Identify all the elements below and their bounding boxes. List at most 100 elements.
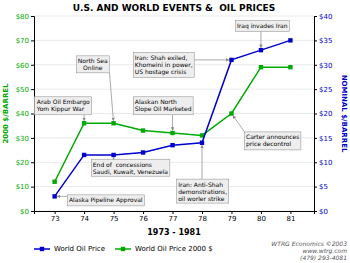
tick-label: $80 bbox=[16, 13, 29, 21]
tick: 81 bbox=[286, 211, 295, 223]
series-layer bbox=[52, 38, 292, 198]
tick-mark bbox=[314, 162, 317, 163]
legend-label: World Oil Price 2000 $ bbox=[135, 245, 213, 253]
annotation-box bbox=[76, 56, 109, 73]
annotation-text: Iraq invades Iran bbox=[237, 22, 288, 30]
grid-line bbox=[34, 89, 314, 90]
tick: 79 bbox=[228, 211, 237, 223]
grid-line bbox=[34, 186, 314, 187]
tick-label: $70 bbox=[16, 37, 29, 45]
tick-mark bbox=[31, 40, 34, 41]
data-point bbox=[170, 143, 174, 147]
tick-label: $50 bbox=[16, 86, 29, 94]
legend-item: World Oil Price 2000 $ bbox=[115, 245, 213, 253]
annotations: Alaska Pipeline ApprovalArab Oil Embargo… bbox=[34, 20, 301, 206]
tick-label: $0 bbox=[20, 208, 29, 216]
annotation-text: Iran: Anti-Shahdemonstrations,oil worler… bbox=[178, 181, 227, 202]
annotation-arrow bbox=[202, 145, 203, 179]
tick-label: $15 bbox=[319, 135, 332, 143]
annotation-box bbox=[91, 159, 170, 176]
data-point bbox=[259, 65, 263, 69]
tick-mark bbox=[31, 65, 34, 66]
tick-label: $30 bbox=[319, 61, 332, 69]
y2-axis-title: NOMINAL $/BARREL bbox=[340, 75, 348, 153]
tick: $15 bbox=[314, 135, 332, 143]
tick-mark bbox=[84, 211, 85, 214]
annotation-box bbox=[133, 97, 193, 115]
data-point bbox=[288, 65, 292, 69]
tick: 80 bbox=[257, 211, 266, 223]
annotation-text: Alaskan NorthSlope Oil Marketed bbox=[135, 98, 192, 113]
grid bbox=[34, 16, 314, 211]
tick: $30 bbox=[16, 135, 34, 143]
tick-label: $10 bbox=[16, 183, 29, 191]
data-point bbox=[259, 48, 263, 52]
tick: $80 bbox=[16, 13, 34, 21]
tick: $50 bbox=[16, 86, 34, 94]
data-point bbox=[200, 141, 204, 145]
axis-line bbox=[31, 17, 35, 212]
annotation: Iran: Anti-Shahdemonstrations,oil worler… bbox=[177, 145, 229, 203]
tick-label: 75 bbox=[110, 215, 119, 223]
tick: $10 bbox=[16, 183, 34, 191]
tick-mark bbox=[231, 211, 232, 214]
tick-label: 79 bbox=[228, 215, 237, 223]
data-point bbox=[141, 150, 145, 154]
tick-mark bbox=[173, 211, 174, 214]
data-point bbox=[170, 131, 174, 135]
tick-label: 77 bbox=[169, 215, 178, 223]
series-line bbox=[55, 40, 291, 196]
annotation-box bbox=[68, 195, 145, 206]
data-point bbox=[111, 121, 115, 125]
tick-label: $40 bbox=[16, 110, 29, 118]
tick-label: $60 bbox=[16, 61, 29, 69]
annotation-box bbox=[244, 132, 300, 150]
legend-item: World Oil Price bbox=[34, 245, 105, 253]
data-point bbox=[288, 38, 292, 42]
tick-label: $20 bbox=[16, 159, 29, 167]
tick-mark bbox=[314, 16, 317, 17]
tick: $20 bbox=[314, 110, 332, 118]
tick: $30 bbox=[314, 61, 332, 69]
annotation-arrow bbox=[84, 115, 85, 121]
tick-mark bbox=[143, 211, 144, 214]
legend: World Oil Price World Oil Price 2000 $ bbox=[34, 245, 213, 253]
tick: $20 bbox=[16, 159, 34, 167]
annotation-text: Carter announcesprice decontrol bbox=[246, 133, 299, 148]
annotation-arrow bbox=[260, 31, 261, 47]
plot-area: 737475767778798081$0$10$20$30$40$50$60$7… bbox=[16, 13, 333, 223]
tick: $60 bbox=[16, 61, 34, 69]
axis: 737475767778798081 bbox=[35, 211, 315, 223]
tick-label: $0 bbox=[319, 208, 328, 216]
tick: $5 bbox=[314, 183, 328, 191]
annotation: North SeaOnline bbox=[76, 56, 113, 121]
tick-mark bbox=[55, 211, 56, 214]
legend-label: World Oil Price bbox=[54, 245, 105, 253]
tick-mark bbox=[261, 211, 262, 214]
tick: 75 bbox=[110, 211, 119, 223]
tick: 77 bbox=[169, 211, 178, 223]
grid-line bbox=[34, 40, 314, 41]
tick-mark bbox=[114, 211, 115, 214]
tick-mark bbox=[31, 114, 34, 115]
tick-label: 74 bbox=[80, 215, 89, 223]
annotation-arrow bbox=[233, 116, 245, 132]
annotation-arrow bbox=[113, 157, 114, 159]
annotation-text: Iran: Shah exiled,Khomeini in power,US h… bbox=[135, 54, 193, 76]
grid-line bbox=[34, 162, 314, 163]
tick: $10 bbox=[314, 159, 332, 167]
tick-label: 73 bbox=[51, 215, 60, 223]
tick-mark bbox=[31, 16, 34, 17]
chart-title: U.S. AND WORLD EVENTS & OIL PRICES bbox=[73, 3, 275, 13]
y-axis-title: 2000 $/BARREL bbox=[2, 83, 10, 144]
tick-label: $5 bbox=[319, 183, 328, 191]
tick-mark bbox=[314, 114, 317, 115]
tick-label: $20 bbox=[319, 110, 332, 118]
legend-swatch bbox=[121, 247, 125, 251]
chart: 737475767778798081$0$10$20$30$40$50$60$7… bbox=[0, 0, 350, 263]
data-point bbox=[229, 111, 233, 115]
tick-mark bbox=[314, 187, 317, 188]
x-axis-title: 1973 - 1981 bbox=[147, 228, 201, 237]
tick-mark bbox=[314, 211, 317, 212]
axis: $0$5$10$15$20$25$30$35$40 bbox=[314, 13, 332, 216]
